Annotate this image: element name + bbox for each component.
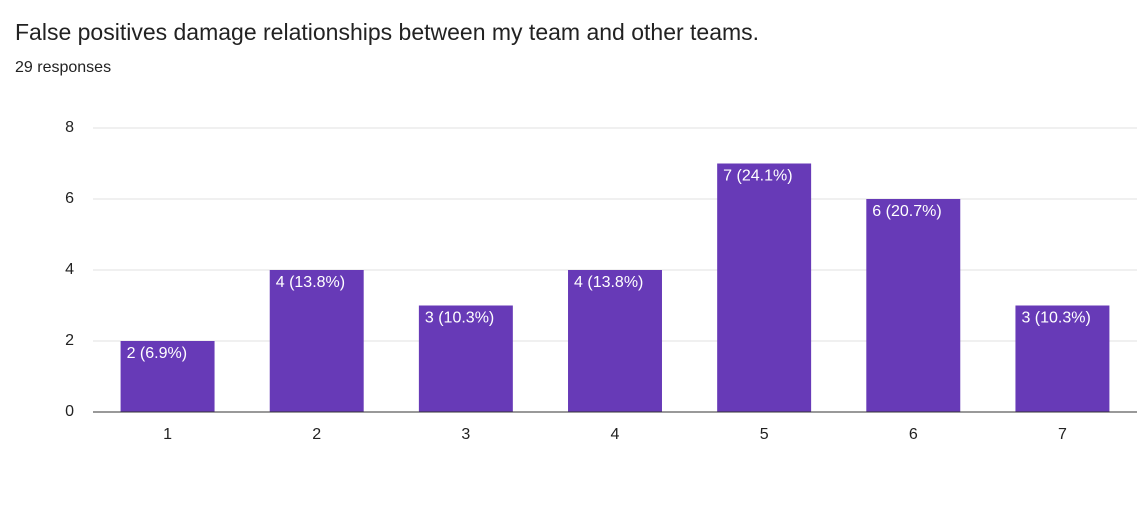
data-label: 4 (13.8%) [574, 274, 643, 291]
chart-title: False positives damage relationships bet… [15, 19, 759, 45]
x-tick-label: 5 [760, 426, 769, 443]
y-tick-label: 6 [65, 190, 74, 207]
data-label: 6 (20.7%) [872, 203, 941, 220]
y-tick-label: 4 [65, 261, 74, 278]
bar [1015, 305, 1110, 412]
y-tick-label: 0 [65, 403, 74, 420]
x-tick-label: 1 [163, 426, 172, 443]
x-tick-label: 2 [312, 426, 321, 443]
bar [269, 270, 364, 412]
bar [866, 199, 961, 412]
x-tick-label: 6 [909, 426, 918, 443]
bar [120, 341, 215, 412]
y-tick-label: 2 [65, 332, 74, 349]
bar [717, 163, 812, 412]
bar [568, 270, 662, 412]
x-tick-label: 4 [611, 426, 620, 443]
data-label: 3 (10.3%) [425, 310, 494, 327]
bar [418, 305, 513, 412]
chart-subtitle: 29 responses [15, 59, 111, 76]
data-label: 2 (6.9%) [127, 345, 187, 362]
y-tick-label: 8 [65, 119, 74, 136]
data-label: 7 (24.1%) [723, 168, 792, 185]
data-label: 4 (13.8%) [276, 274, 345, 291]
data-label: 3 (10.3%) [1021, 310, 1090, 327]
x-tick-label: 7 [1058, 426, 1067, 443]
x-tick-label: 3 [461, 426, 470, 443]
